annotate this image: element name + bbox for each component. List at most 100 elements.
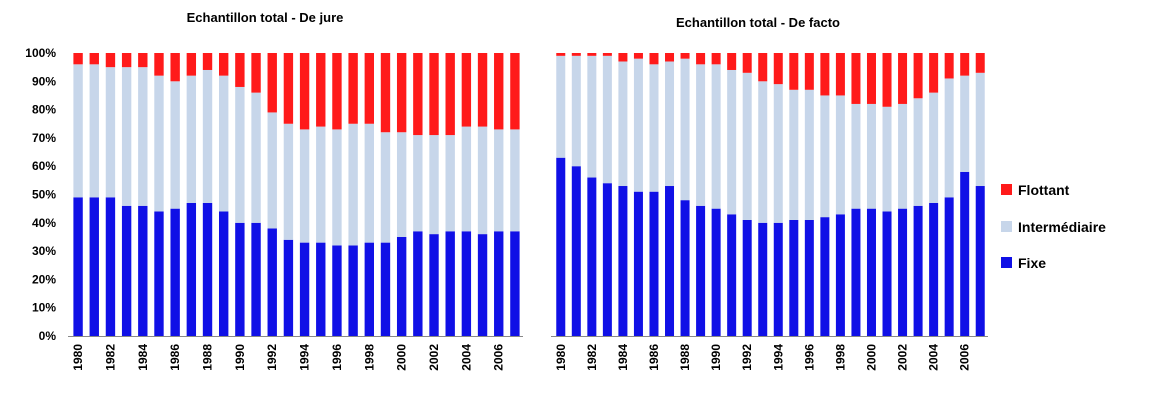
- x-tick-label: 1994: [771, 344, 785, 371]
- bar-segment-fixe-1986: [649, 191, 659, 336]
- bar-segment-fixe-1995: [316, 242, 326, 336]
- x-tick-label: 1996: [802, 344, 816, 371]
- y-tick-label: 40%: [32, 216, 56, 230]
- bar-segment-flottant-1988: [680, 53, 690, 59]
- bar-segment-intermdiaire-1992: [742, 72, 752, 220]
- x-tick-label: 2006: [958, 344, 972, 371]
- y-tick-label: 80%: [32, 103, 56, 117]
- bar-segment-intermdiaire-1998: [835, 95, 845, 215]
- bar-segment-intermdiaire-1994: [299, 129, 310, 243]
- x-tick-label: 1990: [233, 344, 247, 371]
- bar-segment-flottant-2003: [445, 53, 455, 136]
- x-tick-label: 2006: [492, 344, 506, 371]
- bar-segment-fixe-1998: [835, 214, 845, 336]
- bar-segment-flottant-2006: [960, 53, 970, 76]
- bar-segment-fixe-1980: [73, 197, 83, 336]
- bar-segment-flottant-1999: [851, 53, 861, 104]
- bar-segment-intermdiaire-1990: [235, 86, 245, 223]
- bar-segment-intermdiaire-1992: [267, 112, 277, 229]
- bar-segment-fixe-1988: [202, 202, 213, 336]
- bar-segment-fixe-1990: [711, 208, 721, 336]
- bar-segment-fixe-1991: [251, 222, 261, 336]
- bar-segment-intermdiaire-2005: [944, 78, 954, 198]
- bar-segment-fixe-1999: [851, 208, 861, 336]
- legend-swatch-fixe: [1001, 257, 1012, 268]
- x-tick-label: 2000: [395, 344, 409, 371]
- bar-segment-fixe-2006: [960, 171, 970, 336]
- bar-segment-fixe-1981: [89, 197, 99, 336]
- bar-segment-intermdiaire-1981: [89, 64, 99, 198]
- bar-segment-intermdiaire-1997: [348, 123, 358, 246]
- bar-segment-flottant-1986: [649, 53, 659, 65]
- bar-segment-fixe-1989: [696, 205, 706, 336]
- bar-segment-flottant-1991: [251, 53, 261, 93]
- legend-label: Fixe: [1018, 255, 1046, 271]
- x-tick-label: 1992: [740, 344, 754, 371]
- bar-segment-fixe-1997: [348, 245, 358, 336]
- bar-segment-flottant-2005: [477, 53, 488, 127]
- y-tick-label: 90%: [32, 74, 56, 88]
- bar-segment-fixe-1984: [618, 186, 628, 336]
- bar-segment-intermdiaire-2006: [494, 129, 504, 232]
- bar-segment-fixe-1991: [727, 214, 737, 336]
- legend: Flottant Intermédiaire Fixe: [1001, 182, 1106, 271]
- bar-segment-flottant-1994: [299, 53, 310, 130]
- bar-segment-fixe-1982: [587, 177, 597, 336]
- bar-segment-intermdiaire-1981: [571, 55, 581, 167]
- bar-segment-intermdiaire-2001: [413, 135, 423, 232]
- x-tick-label: 1988: [201, 344, 215, 371]
- x-tick-label: 2004: [927, 344, 941, 371]
- chart-title: Echantillon total - De jure: [187, 10, 344, 25]
- chart-de-jure: Echantillon total - De jure 0% 10% 20% 30% 40…: [25, 10, 523, 371]
- bar-segment-intermdiaire-1996: [804, 89, 814, 220]
- x-tick-label: 1984: [616, 344, 630, 371]
- bar-segment-intermdiaire-1988: [680, 58, 690, 201]
- bar-segment-intermdiaire-1993: [283, 123, 294, 240]
- chart-de-facto: Echantillon total - De facto 1980 1982 1984…: [551, 15, 988, 371]
- x-tick-label: 1988: [678, 344, 692, 371]
- bar-segment-fixe-1990: [235, 222, 245, 336]
- bar-segment-intermdiaire-2003: [913, 98, 923, 206]
- bar-segment-intermdiaire-2004: [461, 126, 472, 232]
- bar-segment-flottant-2005: [944, 53, 954, 79]
- bar-segment-fixe-1989: [219, 211, 229, 336]
- x-tick-label: 1994: [298, 344, 312, 371]
- bar-segment-fixe-2003: [445, 231, 455, 336]
- bar-segment-fixe-1995: [789, 219, 799, 336]
- y-tick-label: 100%: [25, 46, 56, 60]
- bar-segment-intermdiaire-1983: [602, 55, 612, 184]
- x-tick-label: 1992: [265, 344, 279, 371]
- bar-segment-fixe-1994: [299, 242, 310, 336]
- x-tick-label: 2004: [459, 344, 473, 371]
- y-tick-label: 60%: [32, 159, 56, 173]
- bar-segment-flottant-1992: [267, 53, 277, 113]
- bar-segment-fixe-1993: [758, 222, 768, 336]
- bar-segment-fixe-2002: [429, 234, 439, 336]
- bar-segment-fixe-2003: [913, 205, 923, 336]
- bar-segment-fixe-1983: [602, 183, 612, 336]
- bar-segment-flottant-1995: [789, 53, 799, 90]
- bar-segment-intermdiaire-1995: [316, 126, 326, 243]
- x-tick-label: 2000: [864, 344, 878, 371]
- bar-segment-fixe-1981: [571, 166, 581, 336]
- bar-segment-intermdiaire-1987: [186, 75, 197, 203]
- bar-segment-intermdiaire-2007: [975, 72, 985, 187]
- bar-segment-flottant-2007: [510, 53, 520, 130]
- y-tick-label: 50%: [32, 188, 56, 202]
- bar-segment-fixe-1982: [105, 197, 116, 336]
- bar-segment-flottant-2002: [429, 53, 439, 136]
- bar-segment-intermdiaire-1986: [170, 81, 180, 209]
- bar-segment-intermdiaire-1987: [665, 61, 675, 187]
- bar-segment-fixe-1993: [283, 239, 294, 336]
- x-tick-label: 1990: [709, 344, 723, 371]
- bar-segment-fixe-1996: [804, 219, 814, 336]
- bar-segment-fixe-2004: [929, 202, 939, 336]
- bar-segment-flottant-1991: [727, 53, 737, 70]
- y-tick-label: 70%: [32, 131, 56, 145]
- bar-segment-intermdiaire-2002: [429, 135, 439, 235]
- bar-segment-intermdiaire-1991: [727, 69, 737, 215]
- bar-segment-flottant-1997: [820, 53, 830, 96]
- bar-segment-flottant-1999: [380, 53, 391, 133]
- bar-segment-intermdiaire-1984: [138, 67, 148, 206]
